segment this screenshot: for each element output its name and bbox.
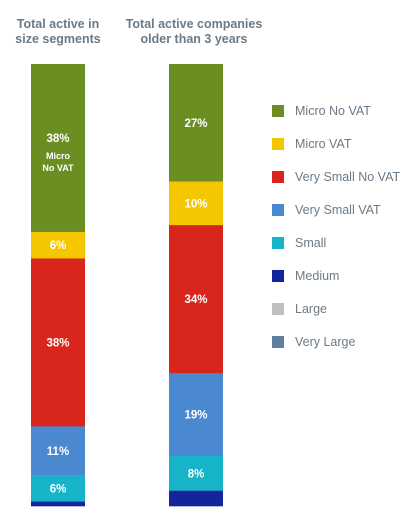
data-label: 19% bbox=[184, 410, 207, 422]
bar-segment-2-very-small-no-vat bbox=[169, 225, 223, 374]
legend-swatch bbox=[272, 137, 284, 150]
bar-segment-2-very-small-vat bbox=[169, 373, 223, 457]
data-label: 6% bbox=[50, 483, 67, 495]
data-label: 11% bbox=[47, 446, 69, 458]
bar-segment-2-micro-vat bbox=[169, 181, 223, 226]
data-label: 8% bbox=[188, 468, 205, 480]
bar-segment-1-micro-no-vat bbox=[31, 64, 85, 233]
legend-item-very-small-no-vat: Very Small No VAT bbox=[272, 160, 400, 193]
legend-swatch bbox=[272, 302, 284, 315]
data-label: 27% bbox=[184, 118, 207, 130]
bar-segment-1-very-small-no-vat bbox=[31, 258, 85, 427]
legend-label: Micro VAT bbox=[295, 136, 352, 151]
legend-swatch bbox=[272, 170, 284, 183]
data-sublabel: Micro bbox=[46, 151, 71, 161]
data-sublabel: No VAT bbox=[42, 163, 74, 173]
data-label: 38% bbox=[46, 133, 69, 145]
legend-swatch bbox=[272, 269, 284, 282]
column-title-1: Total active in size segments bbox=[15, 17, 101, 46]
bar-segment-2-small bbox=[169, 455, 223, 492]
legend-label: Very Large bbox=[295, 334, 356, 349]
bar-segment-1-micro-vat bbox=[31, 231, 85, 259]
legend-swatch bbox=[272, 236, 284, 249]
column-title-2: Total active companies older than 3 year… bbox=[125, 17, 263, 46]
legend-item-very-small-vat: Very Small VAT bbox=[272, 193, 400, 226]
legend-item-large: Large bbox=[272, 292, 400, 325]
chart-legend: Micro No VAT Micro VAT Very Small No VAT Ve… bbox=[272, 94, 400, 358]
legend-label: Large bbox=[295, 301, 327, 316]
bar-segment-1-small bbox=[31, 475, 85, 502]
legend-label: Medium bbox=[295, 268, 340, 283]
legend-swatch bbox=[272, 335, 284, 348]
bar-segment-2-micro-no-vat bbox=[169, 64, 223, 182]
data-label: 10% bbox=[184, 198, 207, 210]
legend-swatch bbox=[272, 104, 284, 117]
legend-item-very-large: Very Large bbox=[272, 325, 400, 358]
data-label: 34% bbox=[184, 294, 207, 306]
bar-segment-1-medium bbox=[31, 501, 85, 507]
legend-item-micro-no-vat: Micro No VAT bbox=[272, 94, 400, 127]
legend-item-medium: Medium bbox=[272, 259, 400, 292]
data-label: 38% bbox=[46, 337, 69, 349]
legend-label: Very Small No VAT bbox=[295, 169, 401, 184]
bar-segment-2-medium bbox=[169, 490, 223, 507]
legend-swatch bbox=[272, 203, 284, 216]
legend-label: Small bbox=[295, 235, 327, 250]
legend-item-small: Small bbox=[272, 226, 400, 259]
bar-segment-1-very-small-vat bbox=[31, 426, 85, 476]
legend-label: Very Small VAT bbox=[295, 202, 381, 217]
legend-item-micro-vat: Micro VAT bbox=[272, 127, 400, 160]
data-label: 6% bbox=[50, 240, 67, 252]
legend-label: Micro No VAT bbox=[295, 103, 371, 118]
